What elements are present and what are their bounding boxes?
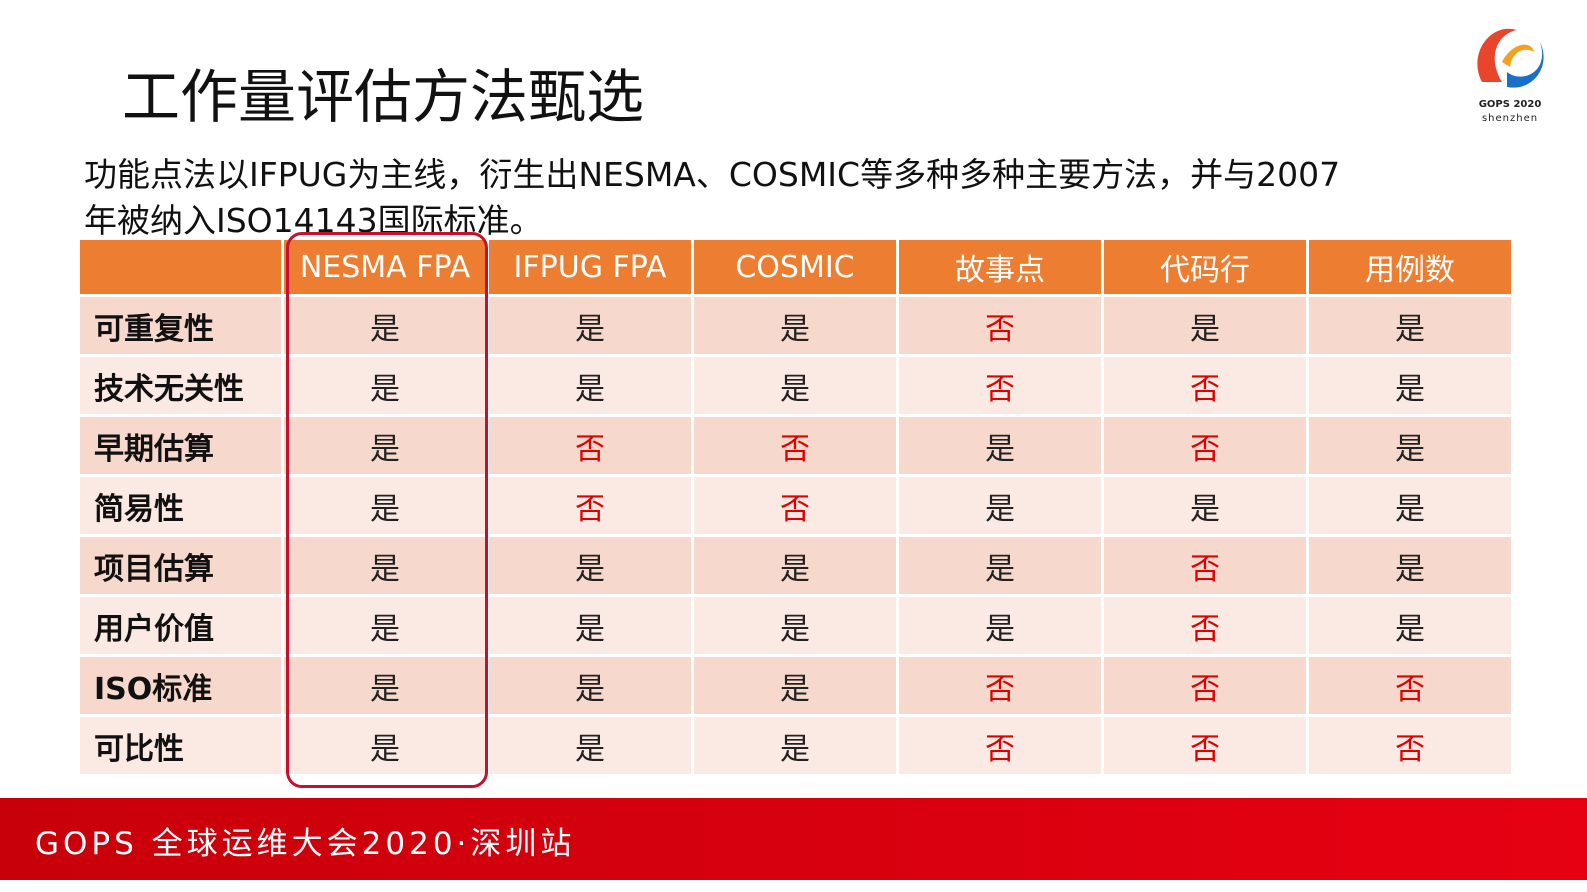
cell: 是: [1309, 297, 1511, 354]
row-label: 简易性: [80, 477, 281, 534]
cell: 否: [1309, 717, 1511, 774]
cell: 否: [899, 297, 1101, 354]
cell: 否: [899, 357, 1101, 414]
cell: 是: [284, 297, 486, 354]
row-label: 项目估算: [80, 537, 281, 594]
cell: 是: [284, 657, 486, 714]
cell: 是: [284, 597, 486, 654]
title: 工作量评估方法甄选: [122, 63, 645, 131]
cell: 是: [489, 717, 691, 774]
cell: 是: [1309, 417, 1511, 474]
cell: 是: [899, 537, 1101, 594]
cell: 是: [489, 597, 691, 654]
cell: 是: [284, 357, 486, 414]
cell: 是: [899, 417, 1101, 474]
cell: 是: [284, 417, 486, 474]
cell: 是: [1309, 537, 1511, 594]
row-label: 可比性: [80, 717, 281, 774]
cell: 否: [1104, 597, 1306, 654]
row-label: ISO标准: [80, 657, 281, 714]
subtitle: 功能点法以IFPUG为主线，衍生出NESMA、COSMIC等多种多种主要方法，并…: [84, 155, 1341, 194]
cell: 是: [694, 597, 896, 654]
cell: 是: [489, 297, 691, 354]
cell: 否: [489, 477, 691, 534]
cell: 否: [1104, 717, 1306, 774]
header-cell: [80, 240, 281, 294]
highlight-box: [286, 232, 488, 788]
footer-text: GOPS 全球运维大会2020·深圳站: [35, 826, 576, 862]
row-label: 用户价值: [80, 597, 281, 654]
cell: 是: [489, 657, 691, 714]
cell: 是: [694, 657, 896, 714]
header-cell: 用例数: [1309, 240, 1511, 294]
header-cell: NESMA FPA: [284, 240, 486, 294]
cell: 是: [1104, 477, 1306, 534]
cell: 是: [1309, 357, 1511, 414]
header-cell: 代码行: [1104, 240, 1306, 294]
cell: 是: [489, 537, 691, 594]
cell: 否: [1104, 537, 1306, 594]
cell: 是: [284, 477, 486, 534]
cell: 是: [899, 477, 1101, 534]
cell: 是: [694, 357, 896, 414]
cell: 否: [1104, 417, 1306, 474]
footer-bar: GOPS 全球运维大会2020·深圳站: [0, 798, 1587, 880]
cell: 否: [1104, 657, 1306, 714]
logo-city: shenzhen: [1482, 113, 1538, 124]
cell: 是: [1309, 597, 1511, 654]
cell: 是: [899, 597, 1101, 654]
cell: 否: [694, 477, 896, 534]
cell: 是: [489, 357, 691, 414]
cell: 是: [694, 717, 896, 774]
logo: GOPS 2020 shenzhen: [1477, 28, 1544, 124]
cell: 是: [284, 537, 486, 594]
cell: 是: [1104, 297, 1306, 354]
cell: 是: [1309, 477, 1511, 534]
cell: 否: [489, 417, 691, 474]
cell: 否: [1309, 657, 1511, 714]
cell: 是: [694, 297, 896, 354]
cell: 是: [284, 717, 486, 774]
cell: 否: [899, 657, 1101, 714]
logo-name: GOPS 2020: [1479, 99, 1542, 110]
row-label: 技术无关性: [80, 357, 281, 414]
cell: 否: [694, 417, 896, 474]
header-cell: 故事点: [899, 240, 1101, 294]
header-cell: COSMIC: [694, 240, 896, 294]
row-label: 早期估算: [80, 417, 281, 474]
header-cell: IFPUG FPA: [489, 240, 691, 294]
row-label: 可重复性: [80, 297, 281, 354]
cell: 否: [1104, 357, 1306, 414]
cell: 否: [899, 717, 1101, 774]
cell: 是: [694, 537, 896, 594]
